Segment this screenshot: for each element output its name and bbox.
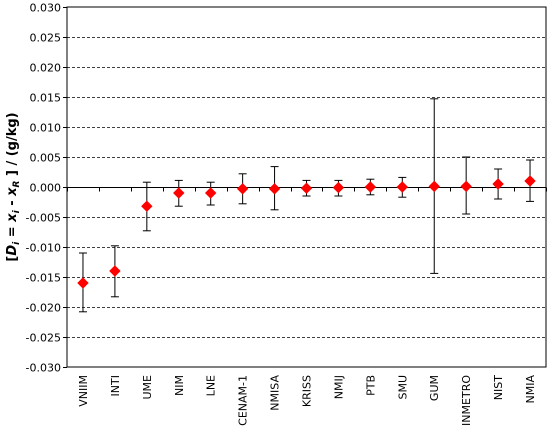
x-tick-label: NMISA [269, 375, 282, 411]
x-tick-label: NIM [173, 375, 186, 396]
x-tick-label: SMU [396, 375, 409, 400]
x-tick-label: NMIA [524, 375, 537, 404]
y-tick-label: -0.010 [26, 242, 61, 255]
y-tick-label: -0.030 [26, 362, 61, 375]
y-tick-label: 0.000 [30, 182, 62, 195]
x-tick-label: GUM [428, 375, 441, 401]
x-tick-label: INTI [109, 375, 122, 396]
y-tick-label: 0.005 [30, 152, 62, 165]
y-tick-label: -0.020 [26, 302, 61, 315]
y-tick-label: -0.025 [26, 332, 61, 345]
x-tick-label: INMETRO [460, 375, 473, 426]
data-point [236, 183, 249, 195]
y-tick-label: -0.015 [26, 272, 61, 285]
data-point [460, 180, 472, 193]
y-tick-label: 0.025 [30, 32, 62, 45]
data-point [332, 181, 345, 194]
data-point [77, 277, 89, 289]
data-markers [77, 175, 536, 289]
y-axis-label: [Di = xi - xR ] / (g/kg) [5, 112, 22, 261]
x-tick-label: UME [141, 375, 154, 400]
data-point [204, 187, 217, 199]
x-tick-label: NMIJ [332, 375, 345, 399]
y-axis-ticks: 0.030 0.025 0.020 0.015 0.010 0.005 0.000 -0.00… [26, 2, 67, 375]
y-tick-label: 0.010 [30, 122, 62, 135]
x-tick-label: PTB [364, 375, 377, 396]
data-point [141, 200, 153, 212]
data-point [173, 187, 185, 199]
data-point [364, 181, 377, 193]
x-tick-label: NIST [492, 375, 505, 400]
data-point [396, 181, 409, 193]
x-tick-label: VNIIM [77, 375, 90, 407]
data-point [109, 265, 121, 277]
data-point [524, 175, 536, 187]
x-tick-label: LNE [205, 375, 218, 396]
y-tick-label: 0.015 [30, 92, 62, 105]
x-axis-ticks: VNIIM INTI UME NIM LNE CENAM-1 NMISA KRISS NMIJ P… [67, 187, 547, 426]
data-point [268, 183, 281, 195]
x-tick-label: KRISS [301, 375, 314, 407]
data-point [428, 180, 440, 193]
data-point [300, 182, 313, 194]
y-tick-label: 0.030 [30, 2, 62, 15]
data-point [492, 178, 504, 190]
y-tick-label: -0.005 [26, 212, 61, 225]
y-tick-label: 0.020 [30, 62, 62, 75]
x-tick-label: CENAM-1 [237, 375, 250, 426]
